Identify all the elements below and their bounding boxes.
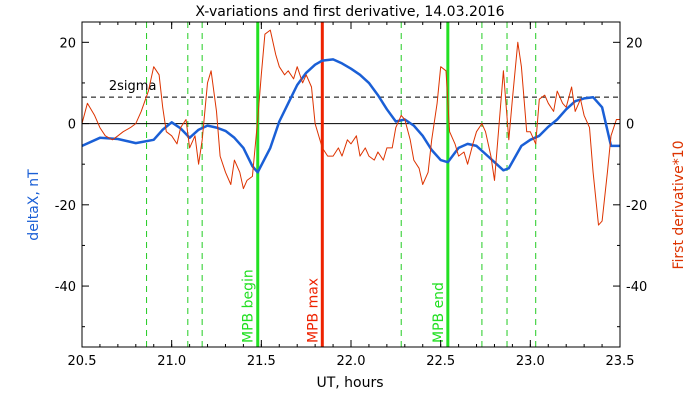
x-tick-label-2: 21.5 xyxy=(247,354,276,369)
y-tick-label-left-2: -20 xyxy=(55,199,76,214)
x-axis-label: UT, hours xyxy=(316,375,383,391)
marker-label-1: MPB max xyxy=(305,278,321,343)
x-tick-label-1: 21.0 xyxy=(157,354,186,369)
y-tick-label-right-2: -20 xyxy=(626,199,647,214)
marker-label-0: MPB begin xyxy=(241,269,257,343)
x-tick-label-6: 23.5 xyxy=(606,354,635,369)
x-tick-label-0: 20.5 xyxy=(68,354,97,369)
y-tick-label-right-3: -40 xyxy=(626,280,647,295)
marker-label-2: MPB end xyxy=(431,282,447,343)
x-tick-label-5: 23.0 xyxy=(516,354,545,369)
y-tick-label-left-1: 0 xyxy=(68,118,76,133)
y-tick-label-left-3: -40 xyxy=(55,280,76,295)
y-tick-label-right-0: 20 xyxy=(626,36,643,51)
series-line-1 xyxy=(81,29,620,226)
x-tick-label-4: 22.5 xyxy=(426,354,455,369)
chart-title: X-variations and first derivative, 14.03… xyxy=(195,4,504,20)
y-axis-left-label: deltaX, nT xyxy=(26,169,42,241)
y-tick-label-left-0: 20 xyxy=(59,36,76,51)
x-tick-label-3: 22.0 xyxy=(337,354,366,369)
y-axis-right-label: First derivative*10 xyxy=(671,140,687,269)
plot-area: 2sigma MPB begin MPB max MPB end 20.5 21.0 21.… xyxy=(55,21,647,369)
y-tick-label-right-1: 0 xyxy=(626,118,634,133)
series-line-0 xyxy=(81,58,620,174)
plot-frame xyxy=(81,21,621,348)
sigma-label: 2sigma xyxy=(109,79,157,94)
